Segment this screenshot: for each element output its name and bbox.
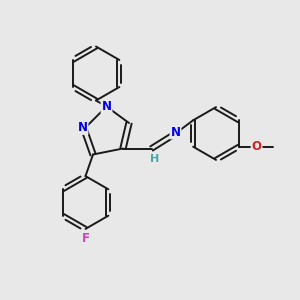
Text: O: O — [252, 140, 262, 153]
Text: N: N — [77, 121, 88, 134]
Text: N: N — [101, 100, 112, 113]
Text: F: F — [82, 232, 89, 245]
Text: N: N — [170, 125, 181, 139]
Text: H: H — [151, 154, 160, 164]
